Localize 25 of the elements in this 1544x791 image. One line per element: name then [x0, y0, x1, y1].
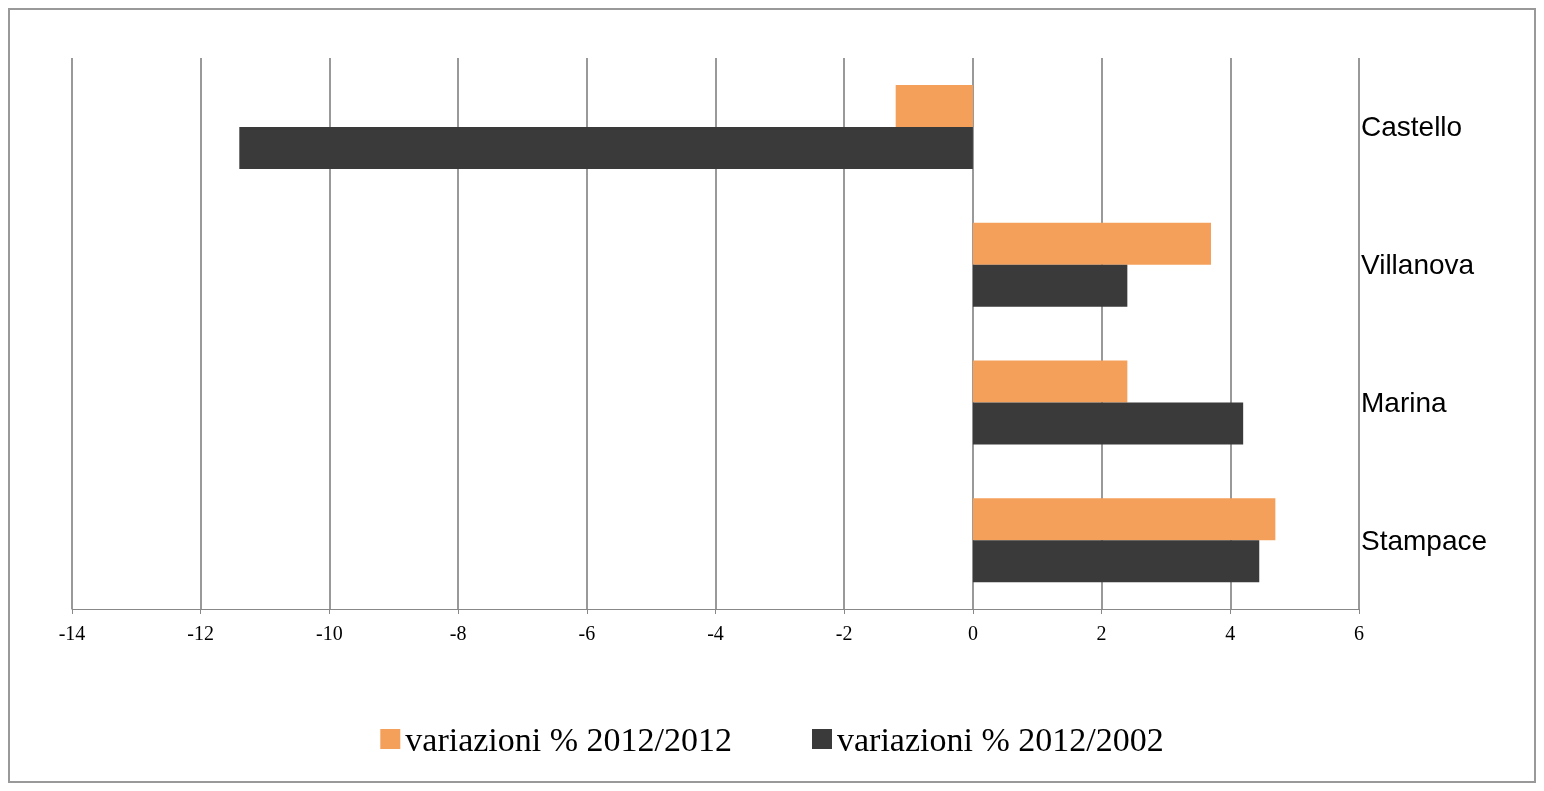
legend-label: variazioni % 2012/2012: [405, 720, 732, 758]
bar: [972, 498, 1276, 541]
bar: [972, 222, 1211, 265]
y-tick-label: Castello: [1361, 111, 1463, 143]
x-tick-label: -8: [449, 622, 467, 644]
x-tick-label: -14: [58, 622, 86, 644]
bar: [972, 360, 1128, 403]
x-tick-label: -6: [578, 622, 596, 644]
x-tick-label: 6: [1354, 622, 1364, 644]
x-tick-label: 2: [1096, 622, 1107, 644]
bar: [895, 84, 973, 127]
y-tick-label: Marina: [1361, 386, 1448, 418]
legend-label: variazioni % 2012/2002: [837, 720, 1164, 758]
x-tick-label: -2: [835, 622, 853, 644]
x-tick-label: 0: [967, 622, 978, 644]
bar: [239, 126, 973, 169]
bar: [972, 264, 1128, 307]
x-tick-label: -4: [707, 622, 724, 644]
x-tick-label: -10: [316, 622, 343, 644]
y-tick-label: Stampace: [1361, 524, 1488, 556]
x-tick-label: 4: [1225, 622, 1236, 644]
y-tick-label: Villanova: [1361, 249, 1475, 281]
x-tick-label: -12: [187, 622, 215, 644]
bar: [972, 402, 1244, 445]
bar: [972, 540, 1260, 583]
